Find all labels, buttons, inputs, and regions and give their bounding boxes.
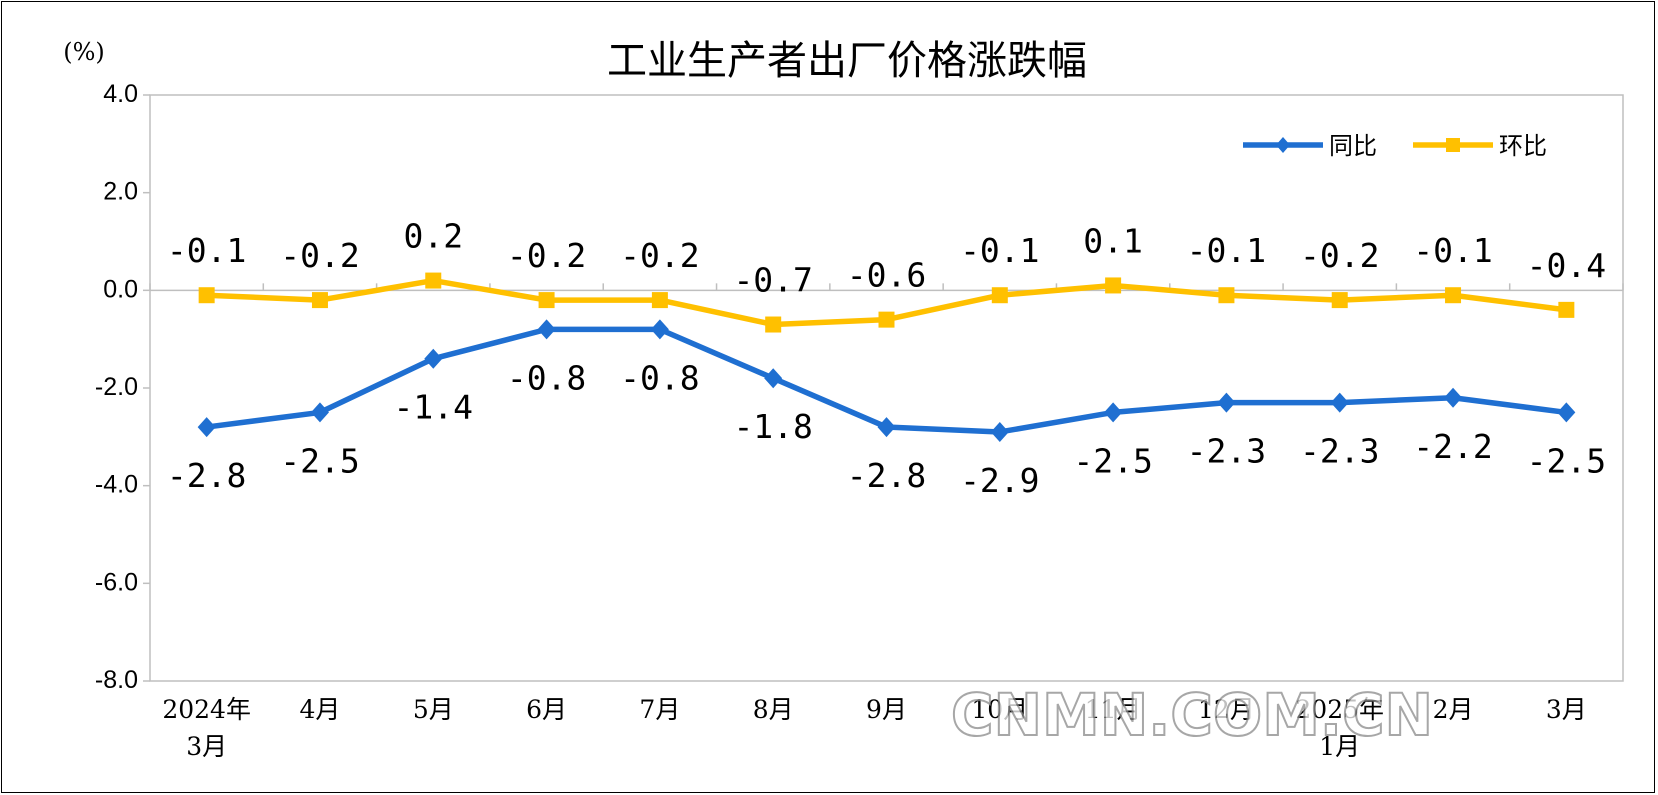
data-label-环比: -0.2 <box>1300 236 1379 275</box>
data-point-环比 <box>651 292 668 309</box>
x-tick-label: 8月 <box>753 695 794 724</box>
data-label-环比: -0.7 <box>733 261 812 300</box>
legend-label-环比: 环比 <box>1499 132 1547 160</box>
data-label-环比: -0.4 <box>1527 246 1606 285</box>
data-label-同比: -2.2 <box>1413 427 1492 466</box>
y-tick-label: 0.0 <box>103 275 138 303</box>
data-point-同比 <box>1444 387 1463 408</box>
data-label-同比: -1.8 <box>733 407 812 446</box>
data-point-环比 <box>1331 292 1348 309</box>
x-tick-label: 2025年 1月 <box>1295 695 1384 761</box>
data-label-环比: -0.2 <box>280 236 359 275</box>
data-label-环比: -0.1 <box>167 231 246 270</box>
data-label-环比: -0.2 <box>620 236 699 275</box>
data-point-环比 <box>538 292 555 309</box>
data-point-环比 <box>1445 287 1462 304</box>
data-label-环比: -0.2 <box>507 236 586 275</box>
data-label-同比: -1.4 <box>394 388 473 427</box>
data-label-同比: -2.8 <box>167 456 246 495</box>
data-label-环比: 0.2 <box>403 217 463 256</box>
data-point-环比 <box>765 316 782 333</box>
y-axis-unit: (%) <box>63 38 105 66</box>
data-point-同比 <box>650 319 669 340</box>
legend: 同比 环比 <box>1243 132 1547 160</box>
data-point-环比 <box>1105 277 1122 294</box>
data-point-同比 <box>990 421 1009 442</box>
y-tick-label: -2.0 <box>95 373 138 401</box>
data-point-环比 <box>198 287 215 304</box>
y-tick-label: -4.0 <box>95 471 138 499</box>
x-tick-label: 2月 <box>1433 695 1474 724</box>
chart-title: 工业生产者出厂价格涨跌幅 <box>607 38 1087 84</box>
x-tick-label: 9月 <box>866 695 907 724</box>
plot-area <box>149 94 1624 682</box>
data-label-同比: -2.8 <box>847 456 926 495</box>
data-label-同比: -2.5 <box>280 441 359 480</box>
data-point-同比 <box>1557 402 1576 423</box>
y-tick-label: -8.0 <box>95 666 138 694</box>
data-label-环比: -0.6 <box>847 256 926 295</box>
data-label-同比: -2.5 <box>1073 441 1152 480</box>
data-point-同比 <box>1217 392 1236 413</box>
data-point-环比 <box>991 287 1008 304</box>
legend-label-同比: 同比 <box>1329 132 1377 160</box>
x-tick-label: 2024年 3月 <box>162 695 251 761</box>
data-label-环比: -0.1 <box>960 231 1039 270</box>
data-point-环比 <box>1558 301 1575 318</box>
data-point-同比 <box>1330 392 1349 413</box>
data-label-环比: -0.1 <box>1413 231 1492 270</box>
data-point-同比 <box>877 417 896 438</box>
data-point-同比 <box>424 348 443 369</box>
data-label-环比: -0.1 <box>1187 231 1266 270</box>
x-tick-label: 12月 <box>1198 695 1255 724</box>
data-point-环比 <box>425 272 442 289</box>
data-label-同比: -2.5 <box>1527 441 1606 480</box>
data-point-环比 <box>311 292 328 309</box>
data-label-同比: -0.8 <box>507 358 586 397</box>
data-point-同比 <box>537 319 556 340</box>
data-label-同比: -0.8 <box>620 358 699 397</box>
data-point-同比 <box>197 417 216 438</box>
axes-layer: 4.0 2.0 0.0 -2.0 -4.0 -6.0 -8.0 2024年 3月 4月 5月 6月 7月… <box>95 80 1624 761</box>
series-layer <box>197 272 1576 442</box>
data-label-环比: 0.1 <box>1083 221 1143 260</box>
y-tick-label: -6.0 <box>95 568 138 596</box>
data-point-同比 <box>764 368 783 389</box>
data-labels-layer: -0.1 -0.2 0.2 -0.2 -0.2 -0.7 -0.6 -0.1 0.1 -0.1 -0… <box>167 217 1606 500</box>
data-label-同比: -2.9 <box>960 461 1039 500</box>
x-tick-label: 3月 <box>1546 695 1587 724</box>
x-tick-label: 10月 <box>971 695 1028 724</box>
watermark: CNMN.COM.CN <box>951 681 1433 749</box>
data-label-同比: -2.3 <box>1300 432 1379 471</box>
legend-marker-环比 <box>1446 138 1460 152</box>
x-tick-label: 4月 <box>300 695 341 724</box>
x-tick-label: 6月 <box>526 695 567 724</box>
x-tick-label: 5月 <box>413 695 454 724</box>
data-point-同比 <box>1104 402 1123 423</box>
y-tick-label: 2.0 <box>103 178 138 206</box>
data-point-环比 <box>1218 287 1235 304</box>
x-tick-label: 7月 <box>639 695 680 724</box>
y-tick-label: 4.0 <box>103 80 138 108</box>
data-label-同比: -2.3 <box>1187 432 1266 471</box>
legend-marker-同比 <box>1276 137 1290 153</box>
data-point-环比 <box>878 311 895 328</box>
data-point-同比 <box>310 402 329 423</box>
x-tick-label: 11月 <box>1085 695 1142 724</box>
